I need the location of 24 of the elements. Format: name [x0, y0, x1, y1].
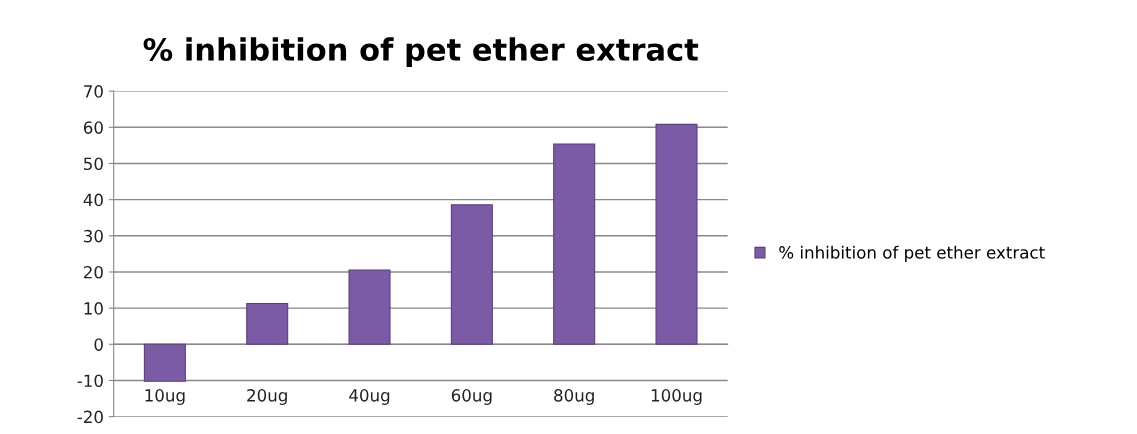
bar	[553, 143, 596, 345]
bar	[348, 269, 391, 345]
bar	[246, 302, 289, 345]
bar	[655, 123, 698, 345]
x-tick-label: 40ug	[349, 389, 390, 405]
y-tick-label: 60	[83, 121, 103, 134]
y-tick-label: 40	[83, 193, 103, 207]
x-tick-label: 10ug	[145, 389, 185, 405]
y-tick-label: 50	[84, 157, 103, 171]
x-tick-label: 20ug	[247, 389, 287, 405]
x-tick-label: 100ug	[651, 389, 702, 405]
x-tick-label: 80ug	[554, 389, 594, 405]
y-tick-label: 20	[83, 265, 103, 279]
legend-label: % inhibition of pet ether extract	[779, 245, 1045, 262]
bar	[450, 204, 493, 345]
bar	[143, 343, 186, 382]
y-tick-label: -10	[77, 374, 103, 388]
y-tick-label: 0	[94, 338, 103, 351]
y-tick-label: -20	[77, 410, 103, 424]
y-tick-label: 10	[84, 302, 103, 315]
y-tick-label: 70	[84, 85, 103, 98]
chart-title: % inhibition of pet ether extract	[143, 37, 699, 67]
x-tick-label: 60ug	[451, 389, 492, 405]
y-tick-label: 30	[84, 229, 103, 243]
